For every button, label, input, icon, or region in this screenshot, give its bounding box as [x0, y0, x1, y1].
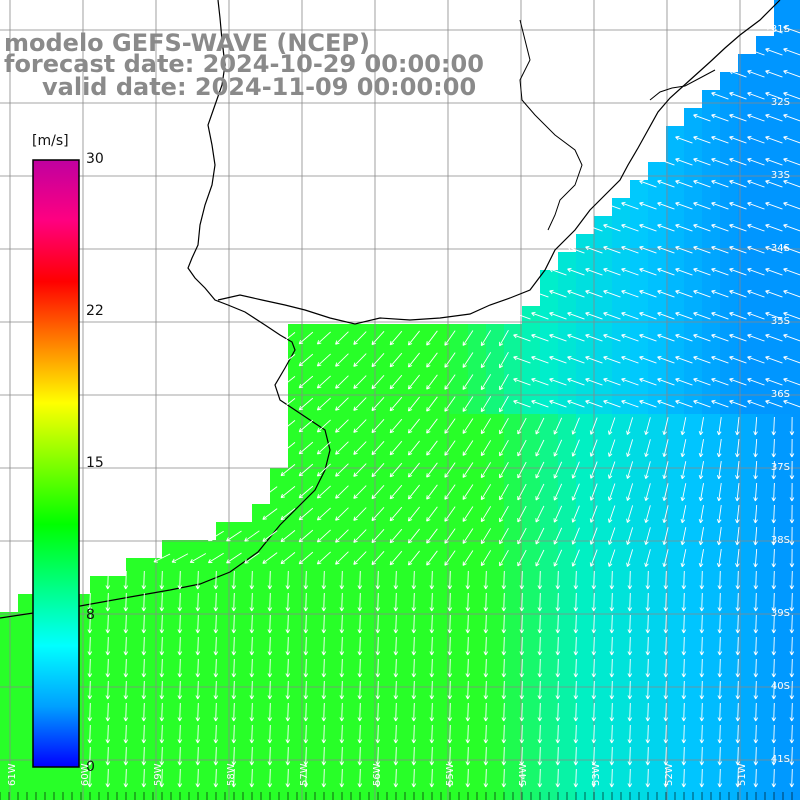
lon-label: 58W [226, 763, 237, 786]
lon-label: 59W [153, 763, 164, 786]
colorbar-bar [33, 160, 79, 767]
lon-label: 61W [7, 763, 18, 786]
lat-label: 39S [771, 608, 790, 619]
lat-label: 37S [771, 462, 790, 473]
lon-label: 55W [445, 763, 456, 786]
colorbar-tick-15: 15 [86, 456, 104, 470]
lat-label: 38S [771, 535, 790, 546]
colorbar-tick-8: 8 [86, 608, 95, 622]
lat-label: 31S [771, 24, 790, 35]
colorbar-tick-30: 30 [86, 152, 104, 166]
lon-label: 52W [664, 763, 675, 786]
lat-label: 41S [771, 754, 790, 765]
lon-label: 60W [80, 763, 91, 786]
lat-label: 36S [771, 389, 790, 400]
lon-label: 51W [737, 763, 748, 786]
lon-label: 53W [591, 763, 602, 786]
lon-label: 57W [299, 763, 310, 786]
lon-label: 54W [518, 763, 529, 786]
lon-label: 56W [372, 763, 383, 786]
lat-label: 34S [771, 243, 790, 254]
colorbar-tick-22: 22 [86, 304, 104, 318]
lat-label: 33S [771, 170, 790, 181]
lat-label: 40S [771, 681, 790, 692]
lat-label: 32S [771, 97, 790, 108]
lat-label: 35S [771, 316, 790, 327]
